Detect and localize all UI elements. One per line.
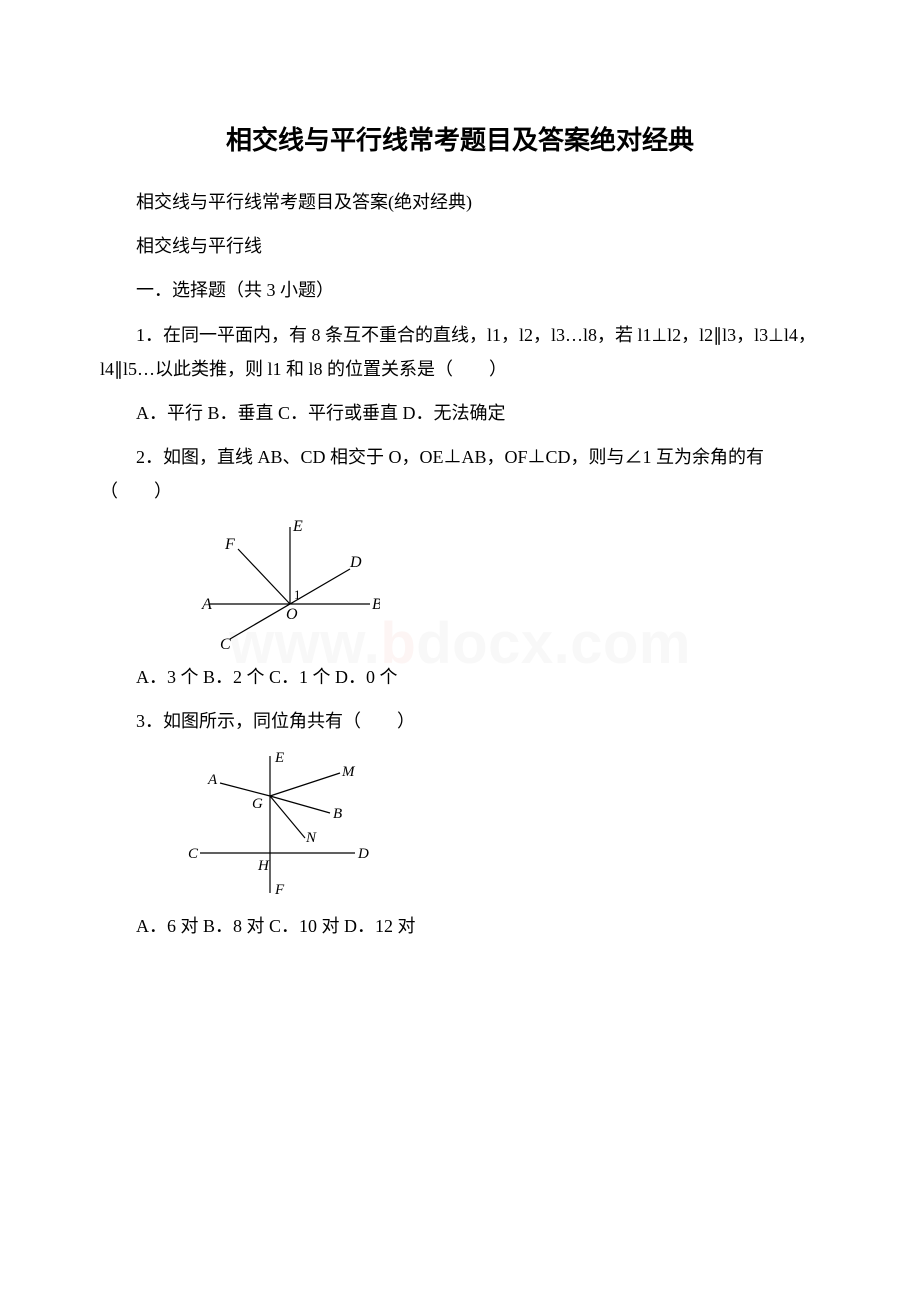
fig2-label-c: C	[188, 846, 199, 862]
subtitle: 相交线与平行线常考题目及答案(绝对经典)	[100, 185, 820, 219]
figure-2: E F A M B G N C D H	[180, 748, 820, 903]
question-1-options: A．平行 B．垂直 C．平行或垂直 D．无法确定	[100, 396, 820, 430]
fig2-line-ag	[220, 783, 270, 796]
fig1-label-d: D	[349, 554, 362, 571]
fig2-label-d: D	[357, 846, 369, 862]
fig2-label-b: B	[333, 806, 342, 822]
question-3-options: A．6 对 B．8 对 C．10 对 D．12 对	[100, 909, 820, 943]
fig2-label-g: G	[252, 796, 263, 812]
page-title: 相交线与平行线常考题目及答案绝对经典	[100, 120, 820, 157]
question-3: 3．如图所示，同位角共有（ ）	[100, 704, 820, 738]
fig2-label-a: A	[207, 772, 218, 788]
section-heading: 相交线与平行线	[100, 229, 820, 263]
figure-1: A B C D E F O 1	[200, 519, 820, 654]
fig2-label-h: H	[257, 858, 270, 874]
fig1-label-a: A	[201, 596, 212, 613]
fig2-line-gb	[270, 796, 330, 813]
fig2-line-gm	[270, 773, 340, 796]
fig2-label-f: F	[274, 882, 285, 898]
section-1-heading: 一．选择题（共 3 小题）	[100, 273, 820, 307]
fig1-label-1: 1	[294, 587, 301, 602]
fig1-label-o: O	[286, 606, 298, 623]
question-2: 2．如图，直线 AB、CD 相交于 O，OE⊥AB，OF⊥CD，则与∠1 互为余…	[100, 440, 820, 508]
fig1-label-b: B	[372, 596, 380, 613]
fig1-label-e: E	[292, 519, 303, 535]
fig2-label-m: M	[341, 764, 356, 780]
fig1-label-c: C	[220, 636, 231, 649]
fig1-label-f: F	[224, 536, 235, 553]
fig2-label-e: E	[274, 750, 284, 766]
question-2-options: A．3 个 B．2 个 C．1 个 D．0 个	[100, 660, 820, 694]
question-1: 1．在同一平面内，有 8 条互不重合的直线，l1，l2，l3…l8，若 l1⊥l…	[100, 318, 820, 386]
fig1-line-of	[238, 549, 290, 604]
fig2-line-gn	[270, 796, 305, 838]
page: 相交线与平行线常考题目及答案绝对经典 相交线与平行线常考题目及答案(绝对经典) …	[0, 0, 920, 1013]
fig2-label-n: N	[305, 830, 317, 846]
